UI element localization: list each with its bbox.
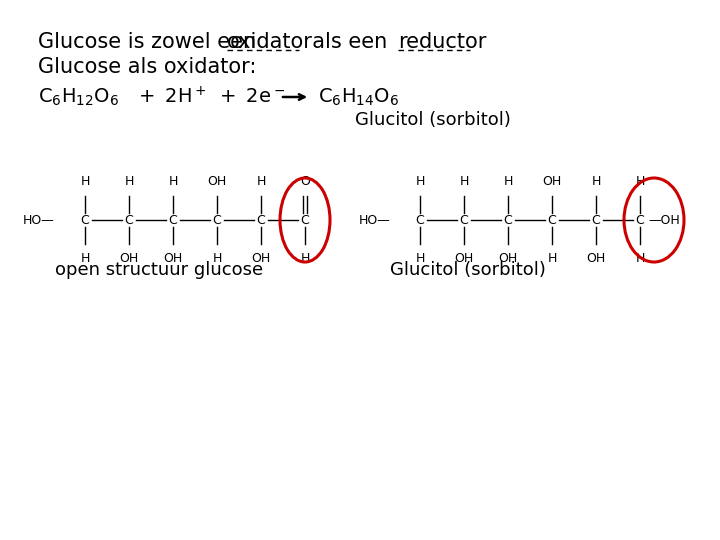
Text: OH: OH [120,252,139,265]
Text: H: H [168,175,178,188]
Text: C: C [301,213,310,226]
Text: —OH: —OH [648,213,680,226]
Text: H: H [125,175,134,188]
Text: OH: OH [251,252,271,265]
Text: C: C [503,213,513,226]
Text: HO—: HO— [23,213,55,226]
Text: C: C [415,213,424,226]
Text: H: H [547,252,557,265]
Text: H: H [635,252,644,265]
Text: H: H [415,252,425,265]
Text: C: C [256,213,266,226]
Text: C: C [592,213,600,226]
Text: C: C [168,213,177,226]
Text: C: C [212,213,221,226]
Text: H: H [415,175,425,188]
Text: als een: als een [299,32,400,52]
Text: H: H [81,175,90,188]
Text: HO—: HO— [359,213,390,226]
Text: OH: OH [163,252,183,265]
Text: OH: OH [586,252,606,265]
Text: C: C [125,213,133,226]
Text: H: H [459,175,469,188]
Text: H: H [503,175,513,188]
Text: oxidator: oxidator [227,32,313,52]
Text: C: C [548,213,557,226]
Text: OH: OH [498,252,518,265]
Text: $\mathsf{\ +\ 2H^+\ +\ 2e^-}$: $\mathsf{\ +\ 2H^+\ +\ 2e^-}$ [128,86,285,107]
Text: H: H [212,252,222,265]
Text: open structuur glucose: open structuur glucose [55,261,263,279]
Text: C: C [636,213,644,226]
Text: OH: OH [207,175,227,188]
Text: O: O [300,175,310,188]
Text: H: H [635,175,644,188]
Text: Glucitol (sorbitol): Glucitol (sorbitol) [355,111,511,129]
Text: Glucose is zowel een: Glucose is zowel een [38,32,263,52]
Text: C: C [81,213,89,226]
Text: reductor: reductor [398,32,487,52]
Text: OH: OH [542,175,562,188]
Text: C: C [459,213,469,226]
Text: Glucitol (sorbitol): Glucitol (sorbitol) [390,261,546,279]
Text: H: H [256,175,266,188]
Text: H: H [81,252,90,265]
Text: H: H [591,175,600,188]
Text: OH: OH [454,252,474,265]
Text: $\mathsf{C_6H_{12}O_6}$: $\mathsf{C_6H_{12}O_6}$ [38,86,119,107]
Text: Glucose als oxidator:: Glucose als oxidator: [38,57,256,77]
Text: H: H [300,252,310,265]
Text: $\mathsf{C_6H_{14}O_6}$: $\mathsf{C_6H_{14}O_6}$ [318,86,399,107]
